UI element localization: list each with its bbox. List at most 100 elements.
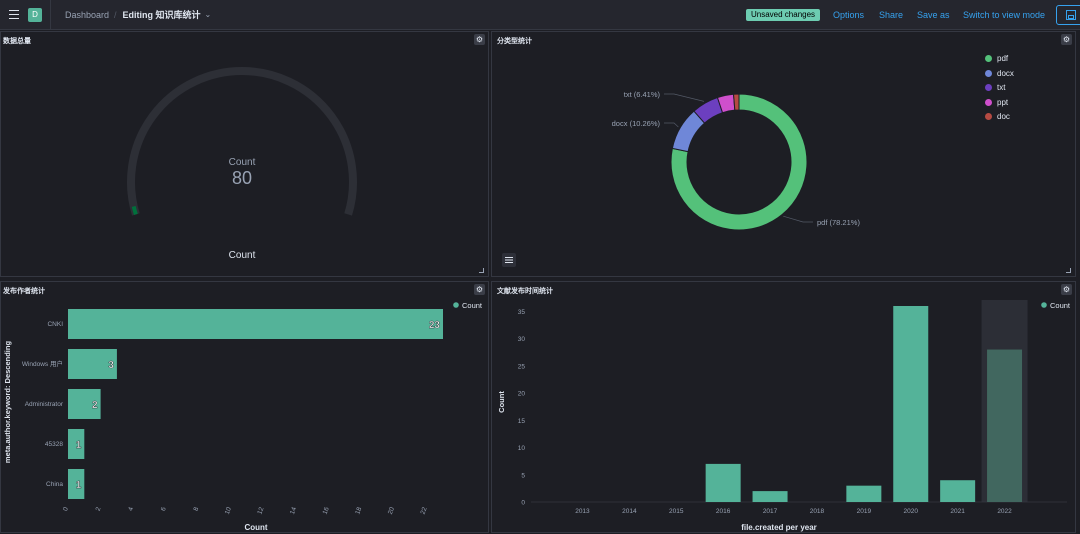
space-avatar[interactable]: D	[28, 7, 42, 22]
year-x-tick: 2014	[622, 508, 637, 515]
author-bar-chart: CNKI 23 Windows 用户 3 Administrator 2 45328 1 Chi…	[3, 301, 483, 532]
panel-title: 发布作者统计	[3, 288, 45, 295]
gear-icon[interactable]: ⚙	[1061, 34, 1072, 45]
year-x-tick: 2021	[950, 508, 965, 515]
author-value-label: 1	[76, 440, 82, 451]
legend-item-ppt[interactable]: ppt	[985, 98, 1008, 107]
legend-item-doc[interactable]: doc	[985, 112, 1010, 121]
gear-icon[interactable]: ⚙	[474, 34, 485, 45]
author-value-label: 3	[108, 360, 114, 371]
legend-label: ppt	[997, 97, 1009, 107]
pie-chart: pdf (78.21%) docx (10.26%) txt (6.41%)	[612, 90, 860, 231]
hamburger-menu-icon[interactable]	[0, 0, 28, 30]
year-y-axis-title: Count	[497, 391, 506, 413]
gauge-metric-label: Count	[229, 157, 256, 168]
year-y-tick: 35	[518, 309, 526, 316]
author-bar[interactable]	[68, 469, 85, 499]
resize-handle[interactable]	[479, 268, 484, 273]
author-x-tick: 0	[62, 506, 70, 512]
author-value-label: 23	[429, 320, 441, 331]
legend-dot	[453, 302, 459, 308]
year-x-tick: 2020	[904, 508, 919, 515]
pie-slice-doc[interactable]	[732, 93, 740, 111]
year-bar[interactable]	[987, 349, 1023, 502]
author-x-tick: 16	[322, 506, 331, 516]
legend-label-count[interactable]: Count	[462, 301, 483, 310]
save-icon	[1066, 10, 1076, 20]
save-button[interactable]	[1056, 5, 1080, 25]
year-bar[interactable]	[705, 463, 741, 502]
author-category-label: 45328	[45, 441, 63, 448]
year-y-tick: 20	[518, 391, 526, 398]
legend-label: doc	[997, 112, 1010, 121]
switch-to-view-mode-button[interactable]: Switch to view mode	[963, 10, 1046, 20]
legend-label: txt	[997, 83, 1006, 92]
pie-slice-pdf[interactable]	[670, 93, 808, 231]
pie-leader-line-docx	[664, 122, 679, 128]
year-y-tick: 30	[518, 336, 526, 343]
year-bar[interactable]	[893, 306, 929, 502]
author-bar[interactable]	[68, 429, 85, 459]
options-button[interactable]: Options	[833, 10, 865, 20]
legend-toggle-list-icon[interactable]	[502, 253, 516, 267]
author-bar[interactable]	[68, 389, 101, 419]
top-navigation-bar: D Dashboard / Editing 知识库统计 ⌄	[0, 0, 1080, 30]
year-bar[interactable]	[940, 480, 976, 502]
breadcrumb-dashboard[interactable]: Dashboard	[65, 9, 110, 20]
author-bar[interactable]	[68, 309, 443, 339]
gear-icon[interactable]: ⚙	[1061, 284, 1072, 295]
author-x-axis-title: Count	[244, 523, 267, 532]
author-category-label: CNKI	[47, 321, 63, 328]
year-y-tick: 5	[521, 472, 525, 479]
legend-label-count[interactable]: Count	[1050, 301, 1071, 310]
unsaved-changes-badge: Unsaved changes	[746, 9, 821, 21]
year-x-tick: 2017	[763, 508, 778, 515]
gauge-track	[127, 67, 357, 216]
panel-title: 文献发布时间统计	[497, 288, 553, 295]
author-x-tick: 22	[420, 506, 429, 516]
legend-dot	[985, 69, 992, 77]
legend-item-pdf[interactable]: pdf	[985, 54, 1008, 63]
year-bar[interactable]	[752, 491, 788, 502]
legend-item-docx[interactable]: docx	[985, 69, 1014, 78]
gauge-panel: 数据总量 ⚙ Count 80 Count	[0, 31, 489, 277]
pie-leader-line-pdf	[783, 215, 813, 223]
breadcrumb-separator: /	[114, 9, 117, 20]
legend-dot	[985, 55, 992, 62]
resize-handle[interactable]	[1066, 268, 1071, 273]
author-x-tick: 6	[160, 506, 168, 512]
legend-dot	[985, 113, 992, 120]
author-x-tick: 8	[192, 506, 200, 512]
chevron-down-icon[interactable]: ⌄	[204, 10, 212, 19]
year-x-axis-title: file.created per year	[741, 523, 817, 532]
share-button[interactable]: Share	[879, 10, 904, 20]
panel-title: 数据总量	[3, 38, 31, 45]
legend-dot	[985, 84, 992, 91]
year-x-tick: 2019	[857, 508, 872, 515]
legend-label: pdf	[997, 54, 1009, 63]
year-x-tick: 2022	[997, 508, 1012, 515]
pie-panel: 分类型统计 ⚙ pdf (78.21%) docx (10.26%) txt (6.…	[491, 31, 1076, 277]
year-x-tick: 2018	[810, 508, 825, 515]
author-x-tick: 4	[127, 506, 135, 512]
author-x-tick: 2	[95, 506, 103, 512]
year-y-tick: 0	[521, 500, 525, 507]
pie-leader-line-txt	[664, 93, 705, 102]
pie-label-txt: txt (6.41%)	[624, 90, 661, 99]
gauge-value: 80	[232, 168, 252, 188]
author-category-label: Administrator	[25, 401, 64, 408]
gauge-footer-label: Count	[229, 250, 256, 261]
legend-item-txt[interactable]: txt	[985, 83, 1005, 92]
gear-icon[interactable]: ⚙	[474, 284, 485, 295]
author-bar[interactable]	[68, 349, 117, 379]
author-x-tick: 18	[354, 506, 363, 516]
pie-label-pdf: pdf (78.21%)	[817, 218, 860, 227]
year-bar-chart: 0 5 10 15 20 25 30 35 2013 2014 2015 2016 2017 2018 20…	[497, 300, 1071, 532]
year-bar[interactable]	[846, 485, 882, 502]
panel-title: 分类型统计	[497, 38, 532, 45]
year-y-tick: 15	[518, 418, 526, 425]
year-bar-panel: 文献发布时间统计 ⚙ 0 5 10 15 20 25 30 35 2013 2014 2015 201…	[491, 281, 1076, 533]
save-as-button[interactable]: Save as	[917, 10, 950, 20]
author-x-tick: 14	[289, 506, 298, 516]
author-value-label: 2	[92, 400, 98, 411]
